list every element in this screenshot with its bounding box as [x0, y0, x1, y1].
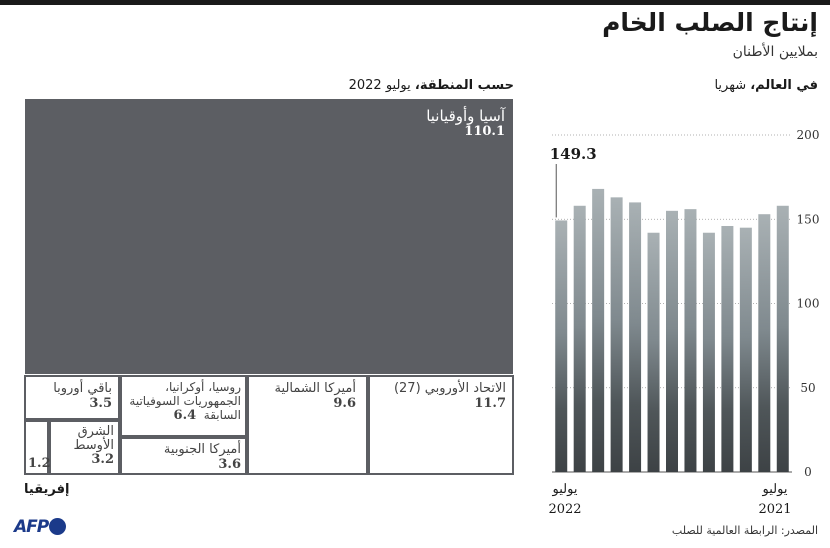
treemap-cell-russia-ukraine-cis: روسيا، أوكرانيا، الجمهوريات السوفياتية ا… — [120, 375, 247, 437]
annotation-label: 149.3 — [550, 145, 597, 163]
treemap-value-middle-east: 3.2 — [91, 452, 114, 467]
monthly-label-bold: في العالم، — [750, 78, 818, 93]
treemap-value-russia: 6.4 — [173, 408, 197, 423]
bar-2022-02 — [647, 232, 660, 472]
treemap-label-eu: الاتحاد الأوروبي (27) — [393, 381, 506, 396]
afp-logo-text: AFP — [14, 517, 49, 537]
region-label-rest: يوليو 2022 — [348, 78, 415, 93]
region-label-bold: حسب المنطقة، — [414, 78, 514, 93]
x-label-end-month: يوليو — [552, 482, 578, 497]
bar-chart-svg: 0 50 100 150 200 149.3 — [550, 128, 820, 479]
treemap-cell-rest-of-europe: باقي أوروبا 3.5 — [24, 375, 120, 420]
y-tick-label-200: 200 — [797, 128, 820, 142]
treemap-cell-asia: آسيا وأوقيانيا 110.1 — [24, 98, 514, 375]
treemap-label-middle-east-line2: الأوسط — [73, 438, 114, 453]
y-tick-label-50: 50 — [800, 381, 815, 395]
bar-2022-05 — [592, 188, 605, 473]
treemap-value-asia: 110.1 — [464, 124, 505, 139]
y-tick-label-150: 150 — [797, 212, 820, 226]
treemap-value-africa: 1.2 — [28, 456, 51, 471]
region-treemap: آسيا وأوقيانيا 110.1 الاتحاد الأوروبي (2… — [24, 98, 514, 475]
bar-2021-10 — [721, 225, 734, 472]
y-tick-label-0: 0 — [804, 465, 812, 479]
x-label-start-year: 2021 — [758, 502, 792, 517]
treemap-value-south-america: 3.6 — [218, 457, 241, 472]
chart-title: إنتاج الصلب الخام — [602, 8, 818, 37]
bar-2021-07 — [776, 205, 789, 472]
bar-2022-06 — [573, 205, 586, 472]
treemap-label-russia-line2: الجمهوريات السوفياتية — [129, 394, 241, 408]
chart-subtitle: بملايين الأطنان — [732, 44, 818, 60]
bar-2022-07 — [555, 220, 568, 472]
monthly-bar-chart: 0 50 100 150 200 149.3 — [540, 120, 825, 490]
x-label-end: يوليو 2022 — [540, 480, 590, 520]
afp-logo: AFP — [14, 517, 67, 537]
bar-2021-09 — [739, 227, 752, 472]
treemap-cell-eu: الاتحاد الأوروبي (27) 11.7 — [368, 375, 514, 475]
treemap-label-africa: إفريقيا — [24, 482, 70, 497]
region-label: حسب المنطقة، يوليو 2022 — [348, 78, 514, 93]
bar-2022-01 — [666, 210, 678, 472]
bar-2022-03 — [629, 202, 642, 472]
bar-2021-08 — [758, 214, 771, 472]
treemap-cell-middle-east: الشرق الأوسط 3.2 — [49, 420, 120, 475]
bar-2021-11 — [702, 232, 715, 472]
treemap-label-russia-line3: السابقة — [203, 408, 241, 422]
treemap-cell-africa: 1.2 — [24, 420, 51, 475]
treemap-label-south-america: أميركا الجنوبية — [163, 442, 241, 457]
bar-2022-04 — [610, 197, 623, 472]
y-tick-label-100: 100 — [797, 297, 820, 311]
treemap-label-middle-east-line1: الشرق — [77, 424, 114, 439]
x-label-start-month: يوليو — [762, 482, 788, 497]
treemap-value-rest-of-europe: 3.5 — [89, 396, 112, 411]
treemap-value-eu: 11.7 — [474, 396, 506, 411]
treemap-cell-north-america: أميركا الشمالية 9.6 — [247, 375, 368, 475]
treemap-value-north-america: 9.6 — [333, 396, 356, 411]
top-rule — [0, 0, 830, 5]
afp-dot-icon — [49, 518, 67, 535]
treemap-label-rest-of-europe: باقي أوروبا — [53, 381, 112, 396]
treemap-label-north-america: أميركا الشمالية — [274, 381, 356, 396]
monthly-label-rest: شهريا — [714, 78, 751, 93]
x-label-start: يوليو 2021 — [750, 480, 800, 520]
treemap-label-asia: آسيا وأوقيانيا — [426, 107, 505, 125]
treemap-label-russia-line1: روسيا، أوكرانيا، — [165, 380, 241, 394]
bar-2021-12 — [684, 209, 697, 472]
x-label-end-year: 2022 — [548, 502, 582, 517]
source-note: المصدر: الرابطة العالمية للصلب — [671, 524, 818, 537]
monthly-label: في العالم، شهريا — [714, 78, 818, 93]
treemap-cell-south-america: أميركا الجنوبية 3.6 — [120, 437, 247, 475]
